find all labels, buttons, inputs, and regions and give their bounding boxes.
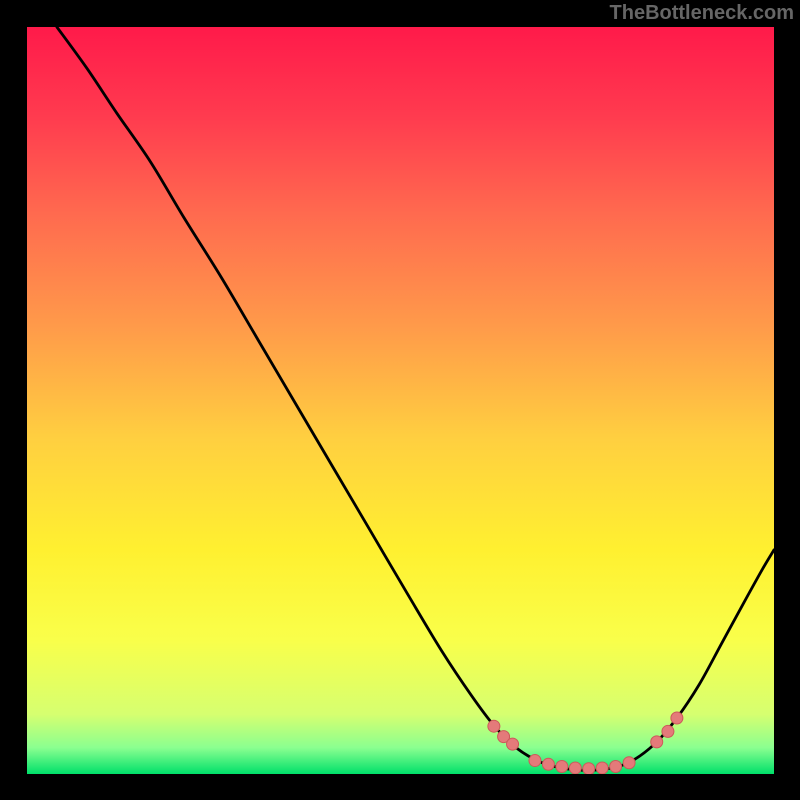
data-marker [556,761,568,773]
data-marker [583,763,595,774]
data-marker [529,755,541,767]
chart-container: TheBottleneck.com [0,0,800,800]
chart-svg [27,27,774,774]
data-marker [671,712,683,724]
data-marker [651,736,663,748]
data-marker [542,758,554,770]
data-marker [610,761,622,773]
plot-area [27,27,774,774]
data-marker [623,757,635,769]
gradient-background [27,27,774,774]
data-marker [488,720,500,732]
data-marker [662,725,674,737]
data-marker [596,762,608,774]
data-marker [507,738,519,750]
data-marker [569,762,581,774]
watermark-text: TheBottleneck.com [610,2,794,25]
